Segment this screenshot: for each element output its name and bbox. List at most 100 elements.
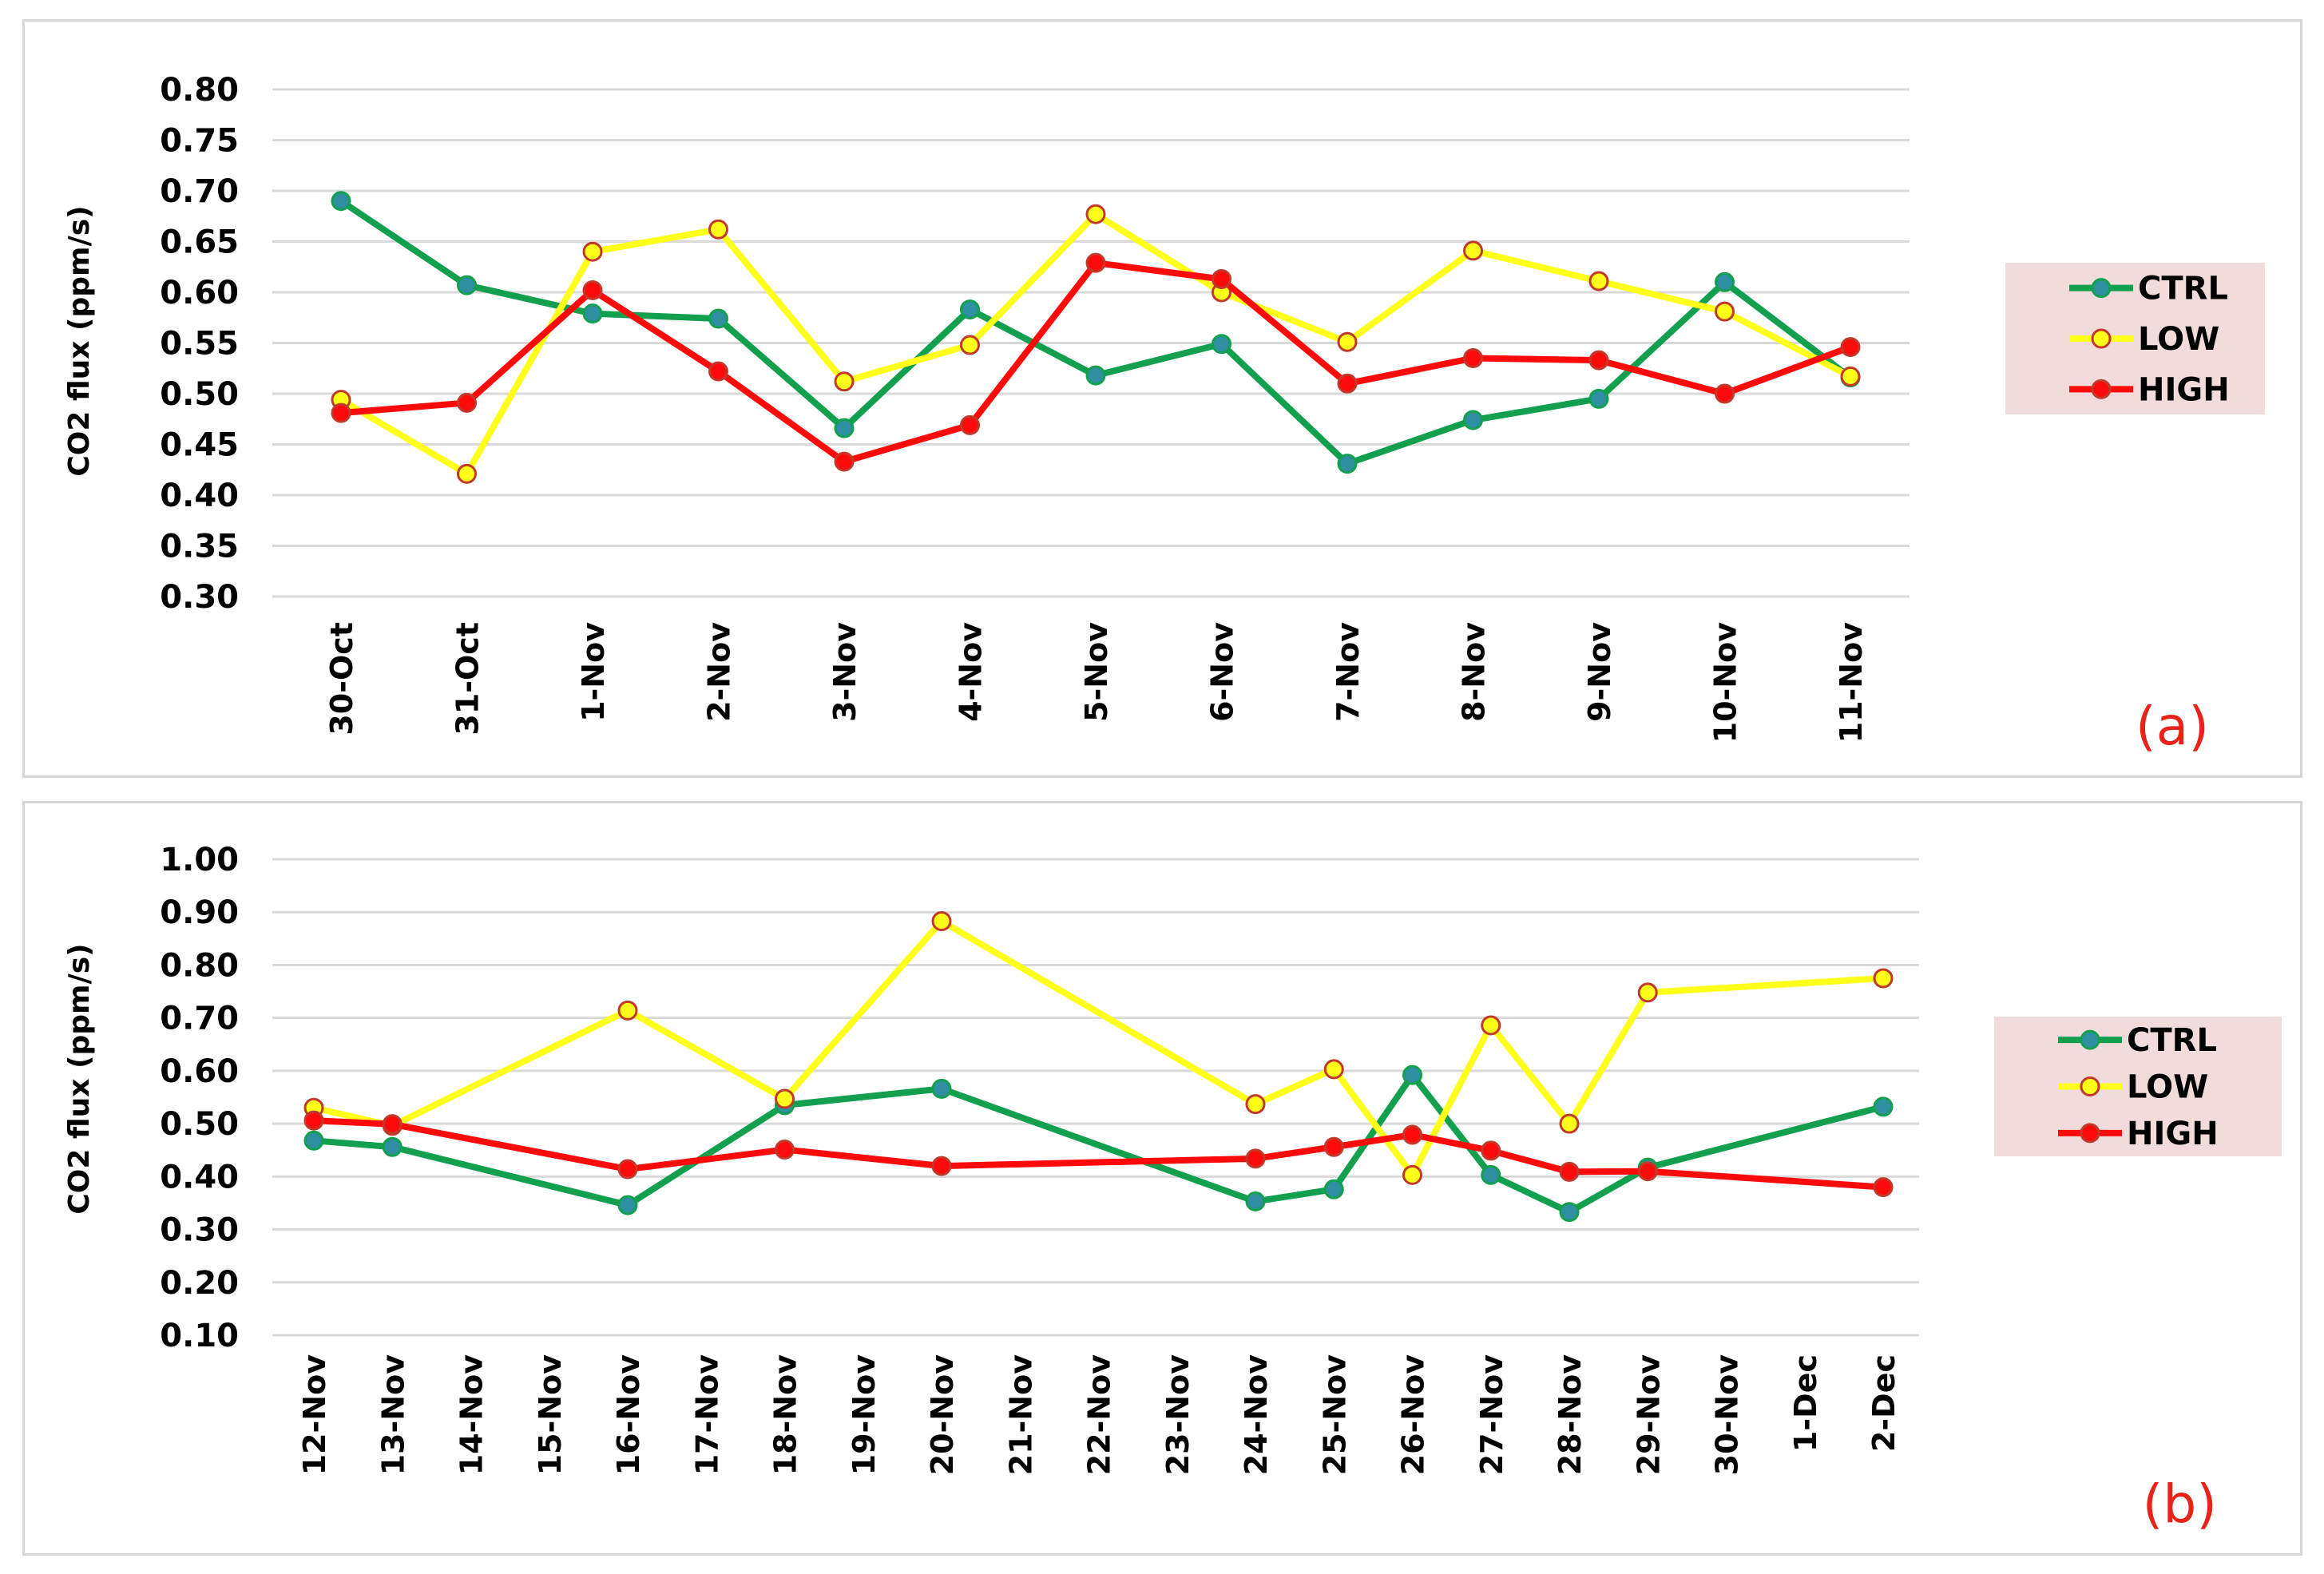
data-point-ctrl xyxy=(303,1130,324,1151)
legend-box xyxy=(2005,263,2265,414)
x-tick-label: 12-Nov xyxy=(297,1354,332,1476)
x-tick-label: 26-Nov xyxy=(1396,1354,1431,1476)
data-point-high xyxy=(1402,1124,1422,1145)
x-tick-label: 1-Dec xyxy=(1788,1354,1823,1452)
y-tick-label: 0.60 xyxy=(160,275,239,311)
legend-box xyxy=(1994,1017,2282,1156)
data-point-ctrl xyxy=(1463,410,1483,430)
data-point-high xyxy=(1245,1148,1266,1169)
y-tick-label: 0.90 xyxy=(160,894,239,931)
x-tick-label: 7-Nov xyxy=(1331,622,1366,722)
y-tick-label: 0.60 xyxy=(160,1053,239,1090)
data-point-ctrl xyxy=(382,1136,403,1157)
data-point-ctrl xyxy=(1873,1096,1894,1117)
y-tick-label: 0.75 xyxy=(160,123,239,160)
y-tick-label: 0.30 xyxy=(160,1212,239,1249)
data-point-high xyxy=(1559,1161,1580,1182)
data-point-high xyxy=(1212,268,1231,289)
data-point-low xyxy=(1840,366,1861,387)
x-tick-label: 31-Oct xyxy=(450,622,486,735)
y-tick-label: 0.55 xyxy=(160,326,239,363)
legend-label-low: LOW xyxy=(2127,1069,2208,1106)
data-point-high xyxy=(1873,1177,1894,1198)
data-point-ctrl xyxy=(960,299,980,320)
data-point-low xyxy=(617,1000,638,1021)
data-point-low xyxy=(1481,1015,1501,1036)
data-point-high xyxy=(834,451,855,472)
y-tick-label: 0.40 xyxy=(160,1159,239,1195)
data-point-high xyxy=(931,1156,952,1176)
data-point-high xyxy=(331,402,351,423)
legend-swatch-marker-ctrl xyxy=(2080,1029,2100,1050)
data-point-low xyxy=(1559,1113,1580,1134)
x-tick-label: 29-Nov xyxy=(1631,1354,1666,1476)
legend-swatch-marker-ctrl xyxy=(2091,278,2112,299)
y-tick-label: 0.45 xyxy=(160,427,239,464)
legend-swatch-marker-low xyxy=(2091,328,2112,349)
data-point-high xyxy=(708,361,728,382)
data-point-high xyxy=(617,1159,638,1180)
y-tick-label: 0.50 xyxy=(160,376,239,413)
legend-label-high: HIGH xyxy=(2127,1116,2219,1152)
data-point-low xyxy=(1637,982,1658,1003)
x-tick-label: 24-Nov xyxy=(1239,1354,1274,1476)
chart-panel-a: 0.80 0.75 0.70 0.65 0.60 0.55 0.50 0.45 0.40 0.35… xyxy=(22,19,2302,778)
data-point-low xyxy=(960,335,980,355)
data-point-high xyxy=(1323,1136,1344,1157)
data-point-ctrl xyxy=(834,418,855,438)
data-point-ctrl xyxy=(1212,334,1231,355)
data-point-low xyxy=(775,1088,795,1109)
chart-panel-b: 1.00 0.90 0.80 0.70 0.60 0.50 0.40 0.30 0.20 0.10… xyxy=(22,801,2302,1556)
data-point-low xyxy=(1463,240,1483,261)
legend-swatch-marker-high xyxy=(2091,379,2112,399)
y-tick-label: 0.10 xyxy=(160,1318,239,1354)
y-tick-label: 0.35 xyxy=(160,529,239,565)
x-tick-label: 17-Nov xyxy=(689,1354,724,1476)
data-point-high xyxy=(1463,348,1483,369)
x-tick-label: 20-Nov xyxy=(925,1354,960,1476)
series-line-high xyxy=(313,1117,1884,1191)
data-point-high xyxy=(1337,373,1358,394)
data-point-ctrl xyxy=(582,303,603,324)
data-point-ctrl xyxy=(1085,365,1106,386)
panel-label: (a) xyxy=(2136,696,2209,757)
data-point-low xyxy=(1873,968,1894,989)
legend-label-ctrl: CTRL xyxy=(2138,271,2228,307)
data-point-high xyxy=(582,280,603,300)
y-tick-label: 0.65 xyxy=(160,224,239,261)
series-line-low xyxy=(313,918,1884,1179)
x-tick-label: 2-Dec xyxy=(1866,1354,1902,1452)
data-point-ctrl xyxy=(1323,1179,1344,1199)
x-tick-label: 19-Nov xyxy=(847,1354,882,1476)
series-line-ctrl xyxy=(313,1072,1885,1215)
legend-swatch-marker-high xyxy=(2080,1123,2100,1144)
x-tick-label: 11-Nov xyxy=(1834,622,1869,743)
data-point-ctrl xyxy=(1559,1202,1580,1223)
x-tick-label: 5-Nov xyxy=(1079,622,1114,722)
data-point-high xyxy=(382,1114,403,1135)
x-tick-label: 18-Nov xyxy=(768,1354,803,1476)
data-point-high xyxy=(457,392,477,413)
legend-label-high: HIGH xyxy=(2138,371,2230,408)
x-tick-label: 25-Nov xyxy=(1317,1354,1352,1476)
data-point-low xyxy=(834,371,855,392)
x-tick-label: 1-Nov xyxy=(576,622,611,722)
x-tick-label: 13-Nov xyxy=(375,1354,410,1476)
data-point-low xyxy=(1337,331,1358,352)
data-point-high xyxy=(1715,383,1735,404)
y-axis-label: CO2 flux (ppm/s) xyxy=(63,943,96,1214)
data-point-ctrl xyxy=(1588,388,1609,409)
y-tick-label: 0.70 xyxy=(160,1001,239,1037)
y-axis-label: CO2 flux (ppm/s) xyxy=(63,205,96,476)
chart-a-svg: 0.80 0.75 0.70 0.65 0.60 0.55 0.50 0.45 0.40 0.35… xyxy=(63,72,2265,757)
data-point-ctrl xyxy=(708,308,728,329)
y-tick-label: 0.70 xyxy=(160,173,239,210)
legend-label-low: LOW xyxy=(2138,321,2219,358)
data-point-low xyxy=(1715,301,1735,322)
x-tick-label: 27-Nov xyxy=(1474,1354,1509,1476)
x-tick-label: 16-Nov xyxy=(611,1354,646,1476)
data-point-high xyxy=(1588,350,1609,371)
data-point-high xyxy=(1085,252,1106,273)
x-tick-label: 6-Nov xyxy=(1205,622,1240,722)
data-point-high xyxy=(1481,1140,1501,1161)
